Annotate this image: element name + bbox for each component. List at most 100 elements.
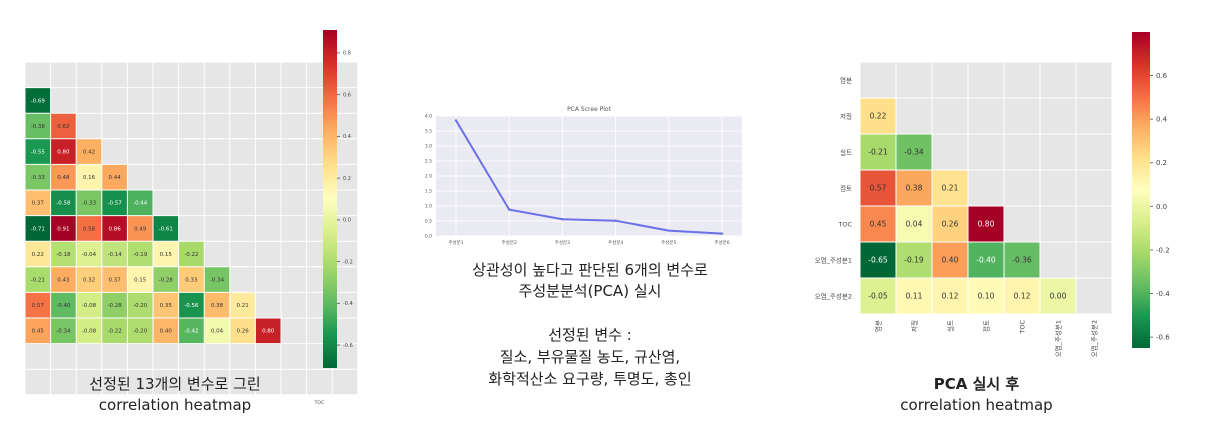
heatmap-cell-label: -0.18: [56, 252, 71, 258]
heatmap-cell-label: -0.61: [159, 226, 173, 232]
heatmap-cell-label: 0.57: [870, 184, 887, 193]
heatmap-cell: [101, 164, 128, 190]
right-caption-line1: PCA 실시 후: [933, 375, 1020, 393]
heatmap-cell-label: -0.05: [868, 292, 888, 301]
heatmap-cell-label: -0.33: [82, 201, 97, 207]
mid-caption-line4: 질소, 부유물질 농도, 규산염,: [499, 348, 681, 366]
heatmap-cell-label: 0.48: [57, 175, 70, 181]
heatmap-cell-label: -0.22: [107, 329, 121, 335]
colorbar-tick-label: 0.6: [343, 92, 351, 98]
heatmap-cell-label: 0.40: [942, 256, 959, 265]
heatmap-cell: [127, 241, 153, 267]
left-caption-line1: 선정된 13개의 변수로 그린: [89, 375, 261, 393]
heatmap-cell-label: -0.34: [56, 329, 71, 335]
heatmap-cell: [127, 292, 153, 318]
heatmap-cell: [153, 318, 179, 344]
heatmap-cell-label: 0.37: [32, 201, 45, 207]
right-caption-line2: correlation heatmap: [900, 396, 1053, 414]
scree-plot-title: PCA Scree Plot: [567, 106, 612, 113]
heatmap-cell-label: 0.40: [160, 329, 173, 335]
colorbar-tick-label: -0.4: [343, 301, 353, 307]
scree-y-tick-label: 3.5: [425, 129, 432, 135]
heatmap-cell: [50, 113, 77, 139]
heatmap-y-label: 실트: [840, 147, 852, 156]
scree-x-tick-label: 주성분4: [608, 239, 623, 246]
heatmap-cell: [50, 190, 77, 216]
heatmap-cell: [932, 206, 968, 242]
heatmap-cell-label: 0.16: [83, 175, 96, 181]
heatmap-cell-label: 0.21: [942, 184, 959, 193]
heatmap-cell-label: 0.37: [108, 278, 121, 284]
heatmap-cell: [860, 206, 896, 242]
right-panel: 0.22 -0.21 -0.34 0.57 0.38 0.21 0.45 0.04 0.26 0.…: [800, 0, 1213, 441]
heatmap-cell: [255, 318, 281, 344]
heatmap-x-label: TOC: [1018, 320, 1026, 335]
heatmap-cell-label: 0.43: [57, 278, 70, 284]
heatmap-cell-label: 0.80: [262, 329, 275, 335]
heatmap-y-label: 저질: [840, 111, 852, 120]
heatmap-cell-label: 0.32: [83, 278, 95, 284]
heatmap-cell-label: -0.34: [904, 148, 924, 157]
heatmap-cell-label: 0.21: [236, 303, 248, 309]
heatmap-cell-label: -0.21: [868, 148, 888, 157]
mid-caption-line5: 화학적산소 요구량, 투명도, 총인: [488, 370, 692, 388]
heatmap-cell-label: 0.22: [32, 252, 44, 258]
heatmap-cell-label: -0.42: [184, 329, 198, 335]
middle-panel: PCA Scree Plot 0.0 0.5 1.0 1.5 2.0 2.5 3.0 3.5 4.…: [400, 0, 780, 441]
heatmap-cell: [968, 206, 1004, 242]
heatmap-cell: [127, 318, 153, 344]
heatmap-cell-label: 0.33: [185, 278, 198, 284]
heatmap-cell: [101, 292, 128, 318]
heatmap-cell-label: -0.34: [210, 278, 225, 284]
heatmap-cell: [932, 278, 968, 314]
heatmap-x-label: 오염_주성분2: [1089, 320, 1098, 357]
scree-point: [667, 229, 670, 232]
colorbar-tick-label: 0.6: [1156, 72, 1168, 80]
heatmap-cell: [204, 318, 230, 344]
heatmap-cell-label: 0.04: [906, 220, 923, 229]
heatmap-cell-label: 0.57: [32, 303, 45, 309]
colorbar-tick-label: 0.2: [343, 176, 351, 182]
heatmap-cell-label: -0.19: [133, 252, 148, 258]
colorbar-tick-label: 0.2: [1156, 159, 1167, 167]
heatmap-cell: [25, 164, 51, 190]
heatmap-cell: [153, 215, 179, 242]
heatmap-cell: [50, 215, 77, 242]
heatmap-y-label: 오염_주성분1: [815, 255, 852, 264]
heatmap-cell: [101, 241, 128, 267]
heatmap-cell: [25, 87, 51, 114]
heatmap-cell: [178, 266, 205, 293]
heatmap-cell: [968, 242, 1004, 278]
colorbar-tick-label: -0.2: [1156, 246, 1170, 254]
heatmap-y-label: 오염_주성분2: [815, 291, 852, 300]
heatmap-after-pca: 0.22 -0.21 -0.34 0.57 0.38 0.21 0.45 0.04 0.26 0.…: [815, 32, 1170, 357]
heatmap-cell-label: -0.19: [904, 256, 924, 265]
heatmap-cell-label: 0.22: [870, 112, 887, 121]
heatmap-cell-label: -0.36: [1012, 256, 1032, 265]
scree-y-tick-label: 3.0: [425, 144, 432, 150]
heatmap-cell-label: -0.69: [31, 98, 46, 104]
heatmap-cell-label: 0.38: [906, 184, 923, 193]
heatmap-cell: [76, 266, 102, 293]
heatmap-cell: [50, 164, 77, 190]
heatmap-cell-label: -0.20: [133, 303, 148, 309]
colorbar-tick-label: -0.6: [1156, 334, 1170, 342]
heatmap-cell: [968, 278, 1004, 314]
heatmap-cell: [127, 215, 153, 242]
scree-point: [720, 232, 724, 235]
scree-y-tick-label: 0.5: [425, 219, 432, 225]
heatmap-cell: [76, 164, 102, 190]
scree-y-tick-label: 2.5: [425, 159, 432, 165]
heatmap-cell-label: -0.33: [31, 175, 46, 181]
heatmap-cell-label: -0.20: [133, 329, 148, 335]
heatmap-cell: [127, 266, 153, 293]
heatmap-cell: [25, 266, 51, 293]
heatmap-cell-label: -0.57: [107, 201, 122, 207]
heatmap-cell: [204, 292, 230, 318]
heatmap-cell: [896, 278, 932, 314]
scree-y-tick-label: 1.5: [425, 189, 432, 195]
heatmap-cell-label: 0.45: [870, 220, 887, 229]
heatmap-cell-label: 0.12: [942, 292, 959, 301]
heatmap-cell-label: 0.04: [211, 329, 224, 335]
scree-point: [614, 219, 617, 222]
